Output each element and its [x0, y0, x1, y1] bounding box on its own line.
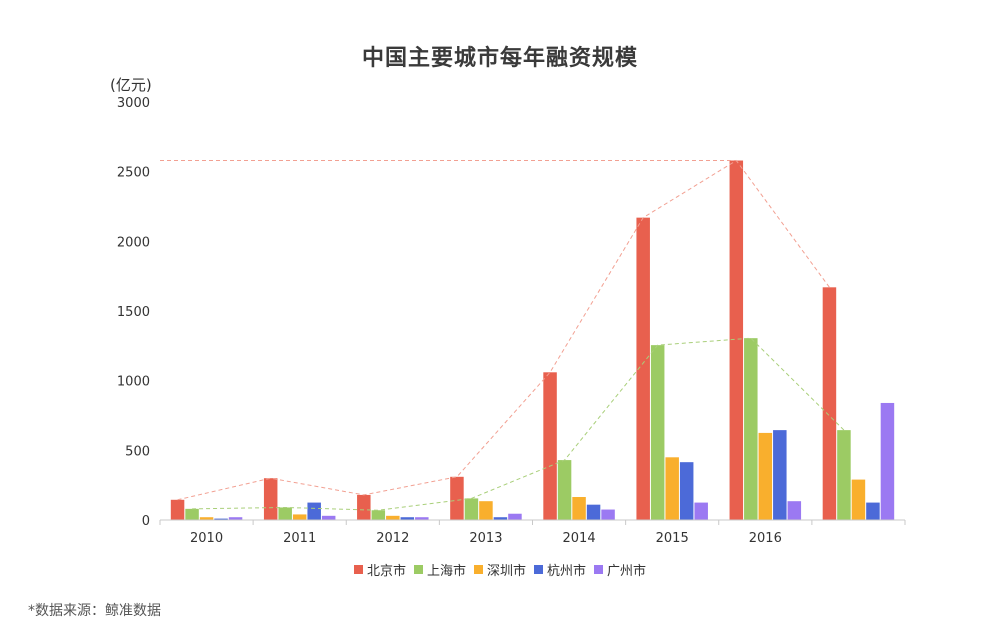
legend-item: 上海市	[413, 560, 466, 579]
legend-swatch	[594, 565, 604, 574]
bar-深圳市-2016	[758, 432, 773, 520]
bar-深圳市-2010	[199, 517, 214, 520]
x-tick-label: 2015	[656, 531, 689, 546]
x-tick-label: 2012	[376, 531, 409, 546]
bar-深圳市-2011	[292, 514, 307, 520]
bar-上海市-2011	[278, 507, 292, 520]
bar-北京市-2010	[170, 499, 185, 520]
bar-广州市-2012	[415, 517, 429, 520]
bar-北京市-2016	[729, 160, 744, 520]
chart-title: 中国主要城市每年融资规模	[361, 46, 638, 71]
bar-杭州市-2016	[773, 430, 787, 520]
y-tick-label: 2000	[117, 235, 150, 250]
bar-上海市-2010	[185, 508, 199, 520]
y-tick-label: 2500	[117, 166, 150, 181]
bar-广州市-2010	[228, 517, 243, 520]
bar-上海市-last	[837, 430, 851, 520]
bar-广州市-2015	[694, 502, 708, 520]
legend-swatch	[534, 565, 543, 574]
bar-杭州市-2010	[214, 518, 228, 520]
y-tick-label: 3000	[117, 96, 150, 111]
bar-北京市-2015	[636, 217, 650, 520]
bar-上海市-2014	[557, 460, 572, 520]
y-axis-unit-label: (亿元)	[110, 76, 152, 94]
x-tick-label: 2011	[283, 531, 316, 546]
bar-杭州市-2014	[586, 504, 601, 520]
x-tick-label: 2016	[749, 531, 782, 546]
bar-杭州市-last	[866, 502, 880, 520]
bar-广州市-2016	[787, 501, 802, 520]
bar-上海市-2016	[744, 338, 758, 520]
x-tick-label: 2013	[469, 531, 502, 546]
bar-上海市-2013	[464, 498, 479, 520]
bar-深圳市-2012	[386, 515, 400, 520]
y-tick-label: 1000	[117, 375, 150, 390]
legend-item: 广州市	[594, 560, 646, 579]
bar-广州市-last	[880, 402, 895, 520]
trend-line-北京市	[177, 159, 830, 501]
x-tick-label: 2014	[563, 531, 596, 546]
bar-杭州市-2013	[493, 517, 508, 520]
legend-item: 北京市	[353, 560, 406, 579]
bar-广州市-2014	[601, 509, 615, 520]
source-note: *数据来源：鲸准数据	[28, 603, 161, 619]
bar-上海市-2015	[650, 345, 665, 520]
legend-label: 北京市	[366, 564, 406, 579]
bar-杭州市-2015	[679, 462, 694, 520]
legend-item: 深圳市	[473, 560, 526, 579]
legend-label: 上海市	[426, 564, 466, 579]
bar-深圳市-last	[851, 479, 866, 520]
bar-深圳市-2013	[479, 501, 493, 520]
bar-上海市-2012	[371, 510, 386, 520]
bar-广州市-2013	[508, 513, 522, 520]
bar-深圳市-2014	[572, 497, 586, 520]
legend: 北京市 上海市 深圳市 杭州市 广州市	[0, 560, 1000, 579]
legend-label: 深圳市	[486, 564, 526, 579]
bar-北京市-2011	[263, 478, 278, 520]
legend-item: 杭州市	[534, 560, 586, 579]
bar-北京市-last	[822, 287, 837, 520]
y-tick-label: 500	[125, 444, 150, 459]
bar-杭州市-2011	[307, 502, 321, 520]
bar-北京市-2013	[450, 476, 464, 520]
bar-深圳市-2015	[665, 457, 679, 520]
y-tick-label: 0	[142, 514, 150, 529]
bar-北京市-2014	[543, 372, 557, 520]
x-tick-label: 2010	[190, 531, 223, 546]
trend-line-上海市	[192, 337, 845, 511]
legend-label: 广州市	[607, 564, 647, 579]
legend-swatch	[413, 565, 423, 574]
legend-swatch	[353, 565, 363, 574]
bar-广州市-2011	[321, 515, 336, 520]
legend-label: 杭州市	[547, 564, 587, 579]
legend-swatch	[473, 565, 483, 574]
y-tick-label: 1500	[117, 305, 150, 320]
bar-北京市-2012	[357, 494, 371, 520]
bar-杭州市-2012	[400, 517, 415, 520]
